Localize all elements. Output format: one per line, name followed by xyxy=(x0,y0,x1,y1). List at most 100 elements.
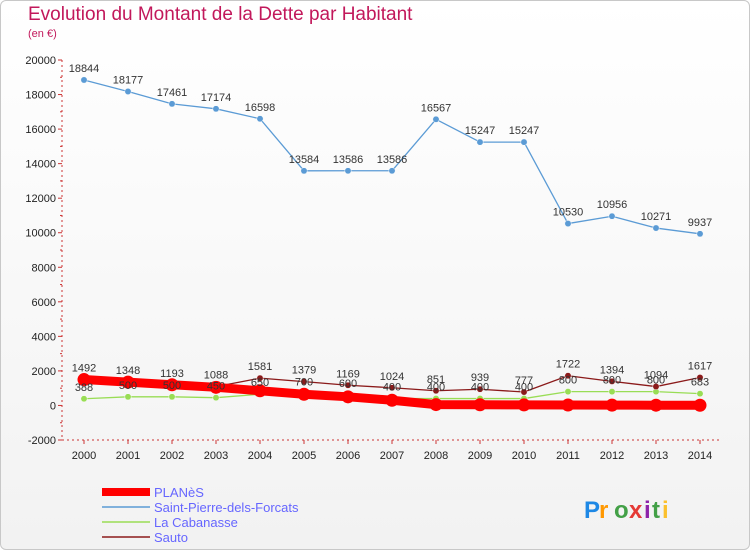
data-point xyxy=(432,387,440,395)
y-tick-label: 20000 xyxy=(25,55,56,67)
data-label: 9937 xyxy=(688,217,712,229)
x-tick-label: 2010 xyxy=(512,450,536,462)
data-point xyxy=(124,393,132,401)
data-point xyxy=(649,398,663,412)
data-point xyxy=(209,380,223,394)
data-label: 800 xyxy=(603,375,621,387)
data-point xyxy=(696,374,704,381)
data-label: 10271 xyxy=(641,211,672,223)
data-point xyxy=(300,378,308,386)
data-label: 1024 xyxy=(380,371,404,383)
data-label: 1722 xyxy=(556,359,580,371)
data-point xyxy=(605,398,619,412)
data-point xyxy=(344,381,352,389)
chart-subtitle: (en €) xyxy=(28,28,57,40)
data-label: 18177 xyxy=(113,74,144,86)
data-label: 1394 xyxy=(600,364,624,376)
y-tick-label: 0 xyxy=(50,400,56,412)
x-tick-label: 2011 xyxy=(556,450,580,462)
y-tick-label: 12000 xyxy=(25,193,56,205)
data-label: 450 xyxy=(207,381,225,393)
series-0 xyxy=(77,373,707,412)
y-tick-label: 16000 xyxy=(25,124,56,136)
x-tick-label: 2014 xyxy=(688,450,712,462)
data-label: 1169 xyxy=(336,368,360,380)
chart-title: Evolution du Montant de la Dette par Hab… xyxy=(28,4,413,25)
data-label: 1379 xyxy=(292,365,316,377)
data-point xyxy=(652,383,660,391)
data-point xyxy=(165,378,179,392)
data-label: 13586 xyxy=(377,154,408,166)
data-label: 1094 xyxy=(644,370,668,382)
x-tick-label: 2000 xyxy=(72,450,96,462)
data-label: 10956 xyxy=(597,199,628,211)
data-label: 650 xyxy=(251,377,269,389)
legend-entry: PLANèS xyxy=(154,485,204,500)
data-label: 800 xyxy=(647,375,665,387)
data-point xyxy=(520,388,528,396)
data-point xyxy=(388,167,396,175)
data-label: 15247 xyxy=(509,125,540,137)
y-tick-label: 14000 xyxy=(25,159,56,171)
x-tick-label: 2002 xyxy=(160,450,184,462)
brand-letter: x xyxy=(629,497,643,524)
data-label: 1193 xyxy=(160,368,184,380)
data-label: 13586 xyxy=(333,154,364,166)
x-tick-label: 2007 xyxy=(380,450,404,462)
brand-letter: i xyxy=(644,497,651,524)
data-point xyxy=(564,220,572,228)
data-point xyxy=(168,393,176,401)
data-point xyxy=(608,212,616,220)
data-label: 600 xyxy=(339,378,357,390)
data-label: 18844 xyxy=(69,63,100,75)
x-tick-label: 2013 xyxy=(644,450,668,462)
y-tick-label: 6000 xyxy=(32,297,56,309)
data-point xyxy=(256,115,264,123)
y-tick-label: -2000 xyxy=(28,435,56,447)
data-point xyxy=(429,398,443,412)
data-label: 1348 xyxy=(116,365,140,377)
data-point xyxy=(696,390,704,398)
data-label: 700 xyxy=(295,376,313,388)
data-point xyxy=(124,88,132,95)
data-label: 400 xyxy=(471,382,489,394)
data-label: 400 xyxy=(383,382,401,394)
data-point xyxy=(80,76,88,84)
axes: -2000 0 2000 4000 6000 8000 10000 12000 14000 160… xyxy=(25,55,722,462)
data-label: 17174 xyxy=(201,92,232,104)
data-label: 16567 xyxy=(421,102,452,114)
data-label: 17461 xyxy=(157,87,188,99)
legend-entry: Sauto xyxy=(154,530,188,545)
x-tick-label: 2012 xyxy=(600,450,624,462)
data-point xyxy=(80,395,88,403)
data-point xyxy=(341,390,355,404)
proxiti-logo: Pr o x i t i xyxy=(584,497,669,524)
data-label: 1581 xyxy=(248,361,272,373)
data-label: 1492 xyxy=(72,363,96,375)
data-point xyxy=(517,398,531,412)
x-tick-label: 2004 xyxy=(248,450,272,462)
data-point xyxy=(476,138,484,146)
data-point xyxy=(385,393,399,407)
data-point xyxy=(300,167,308,175)
data-point xyxy=(212,105,220,113)
data-point xyxy=(693,398,707,412)
data-point xyxy=(520,138,528,146)
data-label: 777 xyxy=(515,375,533,387)
x-tick-label: 2009 xyxy=(468,450,492,462)
data-label: 388 xyxy=(75,382,93,394)
y-tick-label: 2000 xyxy=(32,366,56,378)
x-tick-label: 2005 xyxy=(292,450,316,462)
y-tick-label: 10000 xyxy=(25,228,56,240)
data-point xyxy=(77,373,91,387)
data-label: 939 xyxy=(471,372,489,384)
x-tick-label: 2006 xyxy=(336,450,360,462)
data-label: 1088 xyxy=(204,370,228,382)
y-tick-label: 8000 xyxy=(32,262,56,274)
legend-entry: Saint-Pierre-dels-Forcats xyxy=(154,500,299,515)
data-point xyxy=(297,387,311,401)
data-point xyxy=(696,230,704,238)
data-point xyxy=(121,375,135,389)
